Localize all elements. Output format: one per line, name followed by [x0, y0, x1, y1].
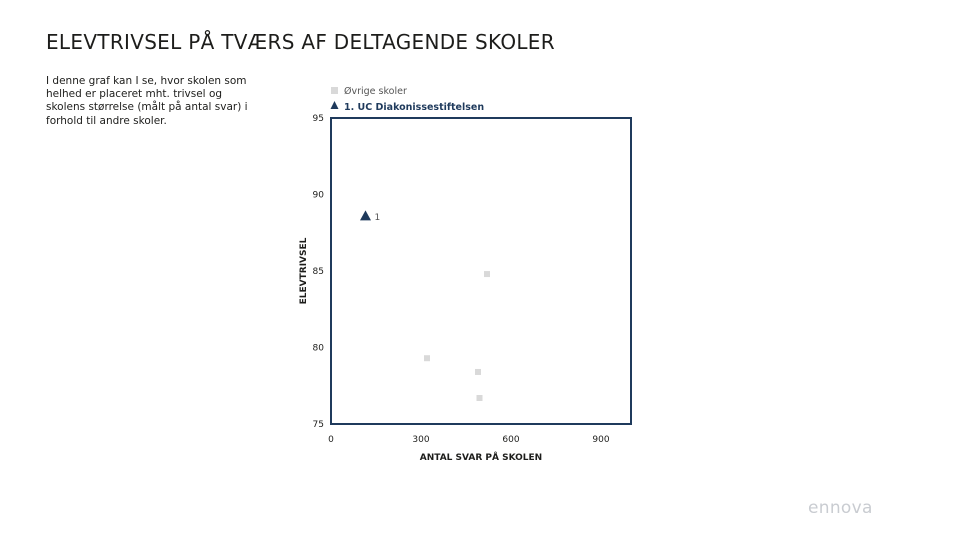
legend-marker-uc-diakonissestiftelsen [330, 101, 339, 109]
page-title: ELEVTRIVSEL PÅ TVÆRS AF DELTAGENDE SKOLE… [46, 30, 555, 54]
x-tick-label-300: 300 [412, 435, 429, 445]
ennova-logo: ennova [808, 498, 873, 518]
y-axis-title: ELEVTRIVSEL [299, 237, 309, 304]
point-ovrige-skoler-3 [476, 394, 483, 401]
plot-frame [330, 117, 632, 425]
y-tick-label-90: 90 [313, 191, 325, 201]
x-axis-ticks: 0 300 600 900 [328, 435, 610, 445]
point-ovrige-skoler-2 [475, 368, 481, 375]
legend-label-uc-diakonissestiftelsen: 1. UC Diakonissestiftelsen [344, 102, 484, 113]
y-tick-label-75: 75 [313, 420, 324, 430]
legend-marker-ovrige-skoler [331, 87, 338, 94]
point-school-0 [360, 210, 371, 221]
chart-legend: Øvrige skoler 1. UC Diakonissestiftelsen [330, 86, 484, 113]
chart-description: I denne graf kan I se, hvor skolen som h… [46, 75, 248, 127]
y-tick-label-80: 80 [313, 344, 325, 354]
y-tick-label-85: 85 [313, 267, 324, 277]
point-ovrige-skoler-0 [484, 271, 490, 278]
y-axis-ticks: 75 80 85 90 95 [313, 114, 325, 430]
point-label-1: 1 [375, 213, 381, 223]
y-tick-label-95: 95 [313, 114, 324, 124]
point-ovrige-skoler-1 [424, 355, 430, 362]
x-axis-title: ANTAL SVAR PÅ SKOLEN [420, 452, 542, 463]
x-tick-label-900: 900 [592, 435, 609, 445]
x-tick-label-0: 0 [328, 435, 334, 445]
x-tick-label-600: 600 [502, 435, 519, 445]
data-points: 1 [360, 210, 490, 401]
legend-label-ovrige-skoler: Øvrige skoler [344, 86, 407, 97]
